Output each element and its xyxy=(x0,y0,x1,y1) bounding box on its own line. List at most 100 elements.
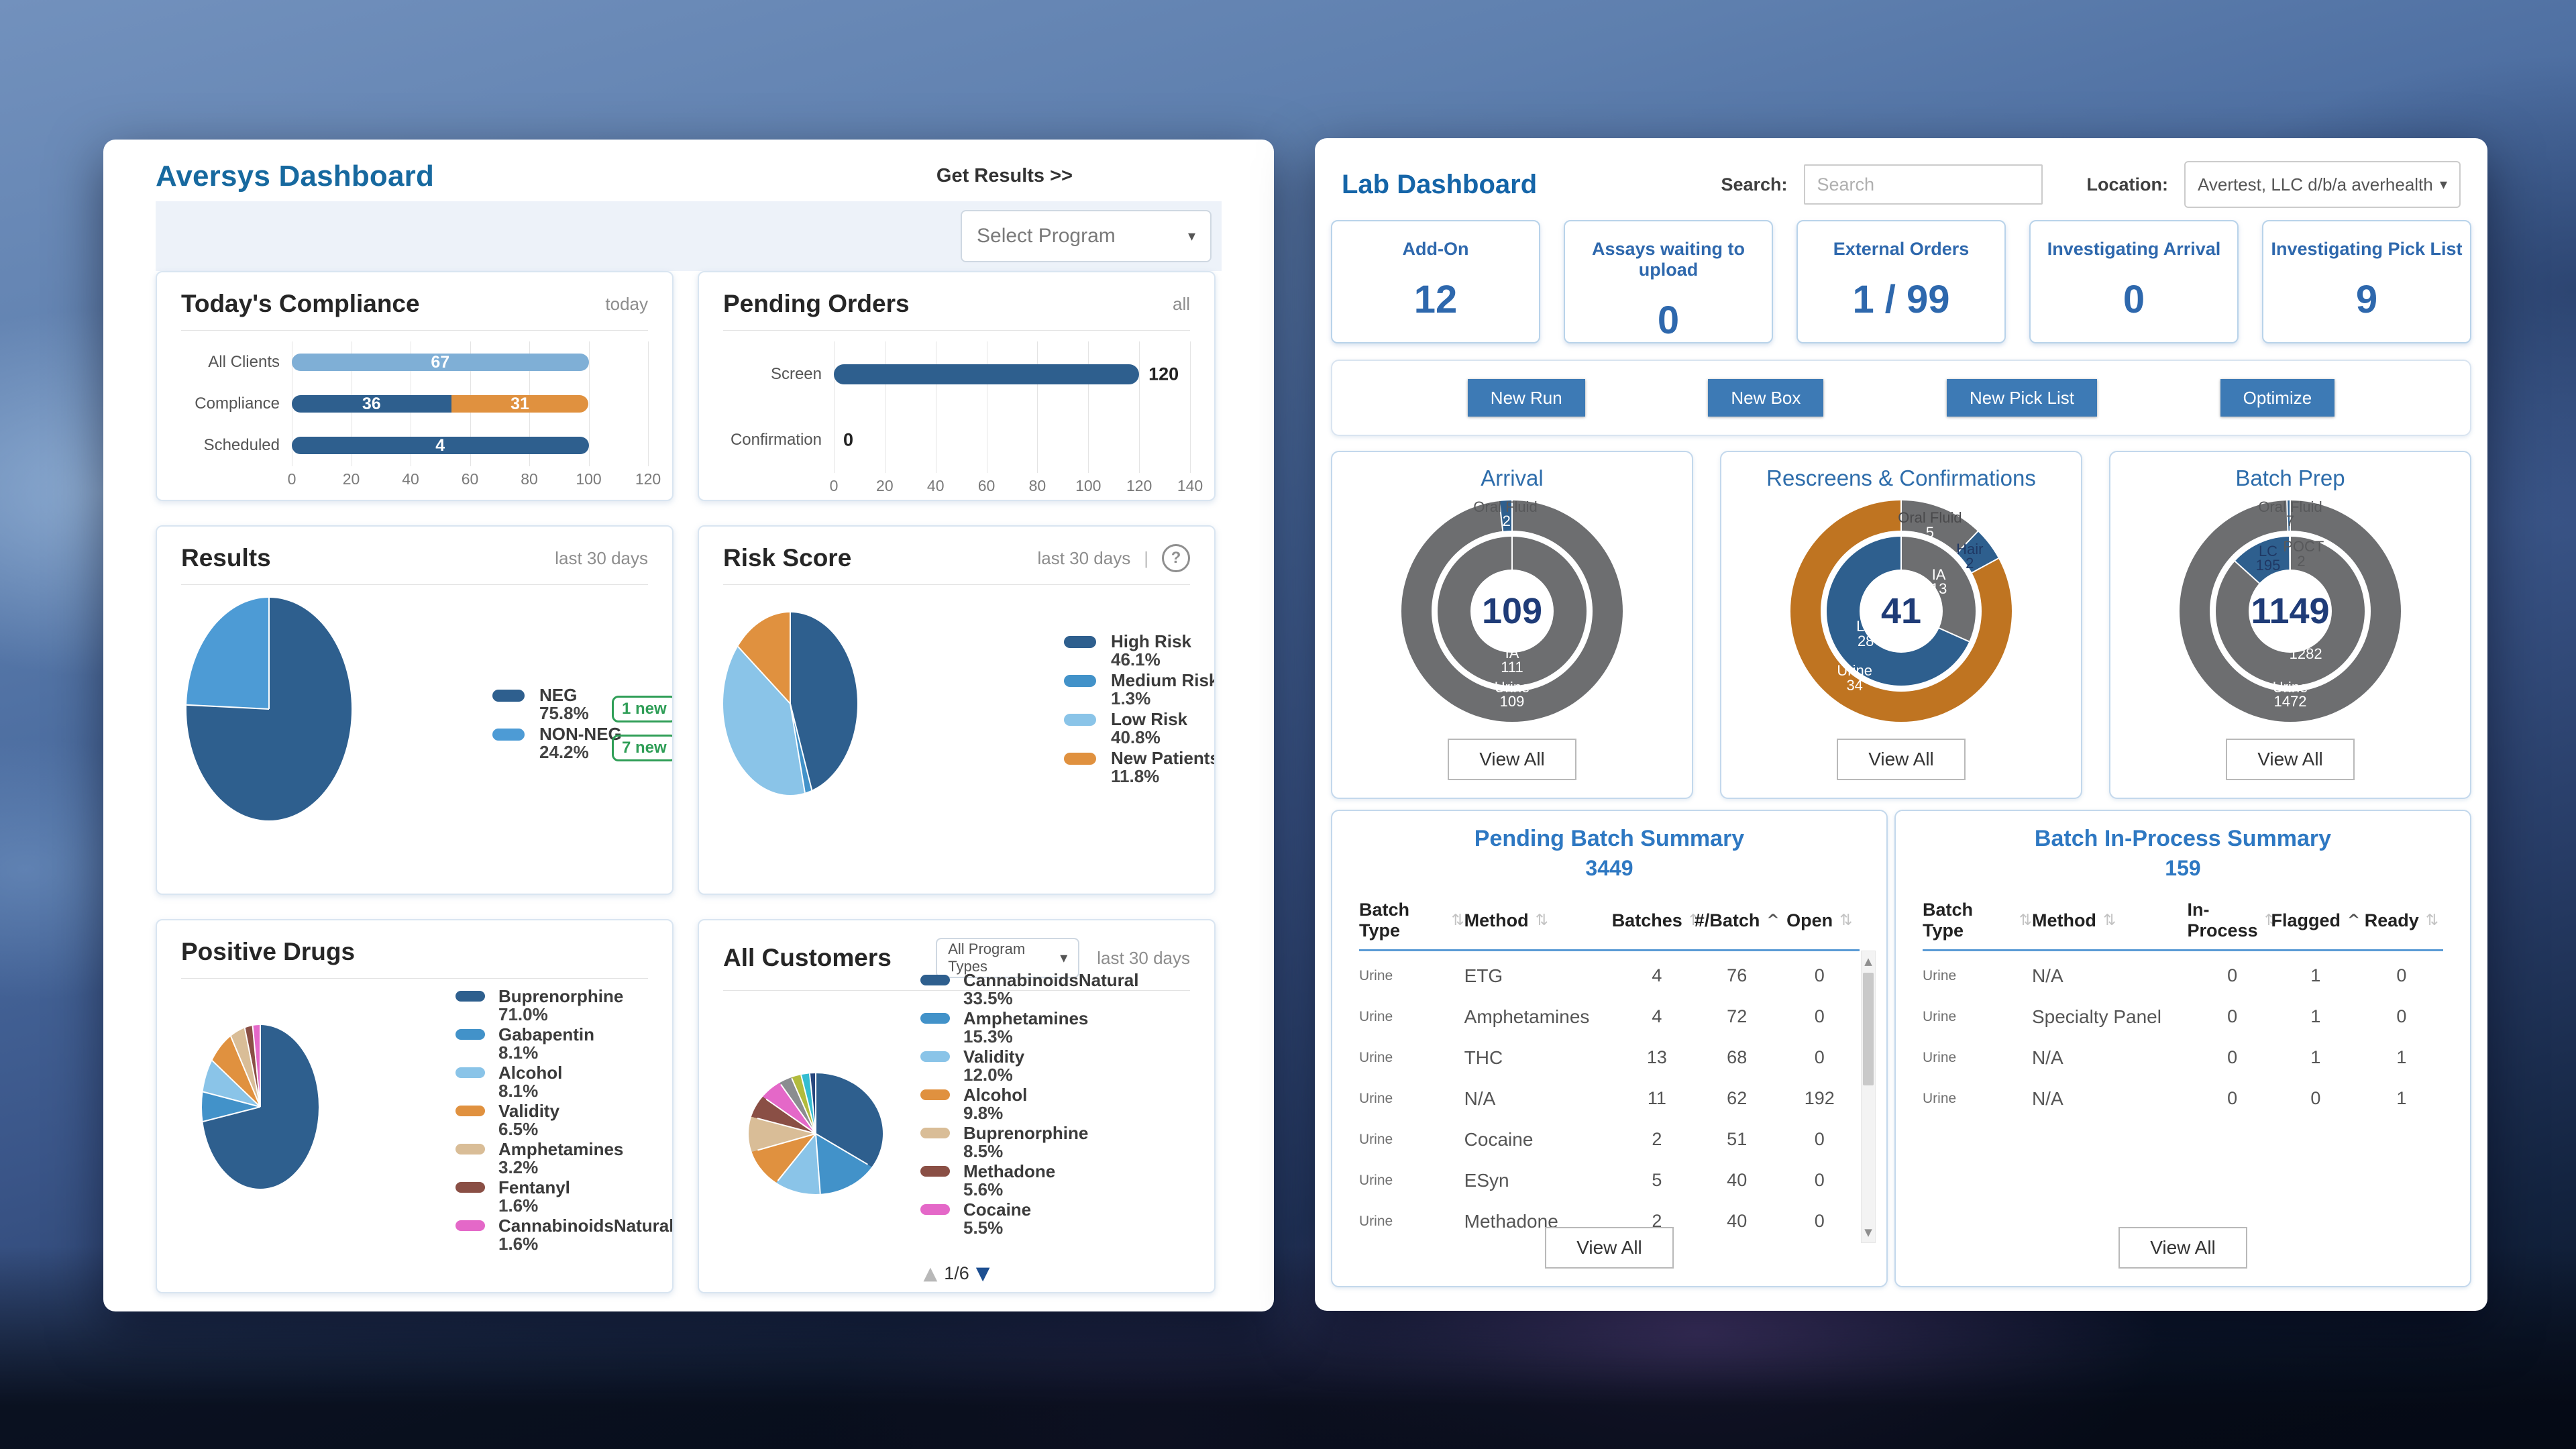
table-cell: N/A xyxy=(2031,965,2063,986)
column-header-batch[interactable]: #/Batch ^ xyxy=(1695,910,1780,931)
legend-label: Alcohol xyxy=(963,1085,1028,1105)
sort-icon: ⇅ xyxy=(1535,912,1548,929)
column-header-batch-type[interactable]: Batch Type ⇅ xyxy=(1359,900,1464,941)
legend-item: Buprenorphine 71.0% xyxy=(455,987,672,1024)
risk-score-card: Risk Score last 30 days | ? High Risk 46.… xyxy=(698,525,1216,895)
table-body: Urine N/A 0 1 0 Urine Specialty Panel 0 1 0 Urine N… xyxy=(1923,955,2443,1244)
table-row[interactable]: Urine Cocaine 2 51 0 xyxy=(1359,1119,1860,1160)
all-customers-legend: CannabinoidsNatural 33.5% Amphetamines 15.3… xyxy=(920,971,1138,1239)
bar-value: 31 xyxy=(511,394,529,413)
results-card: Results last 30 days NEG 75.8% 1 new NON-NE… xyxy=(156,525,674,895)
divider xyxy=(723,584,1190,585)
legend-item: NEG 75.8% 1 new xyxy=(492,686,672,722)
location-select[interactable]: Avertest, LLC d/b/a averhealth ▾ xyxy=(2184,161,2461,208)
legend-swatch xyxy=(920,1166,950,1177)
card-title: Results xyxy=(181,544,271,572)
sort-icon: ⇅ xyxy=(2425,912,2439,929)
legend-percent: 5.6% xyxy=(963,1179,1004,1199)
donut-ring-label: 2 xyxy=(1502,513,1511,530)
stat-card-investigating-arrival[interactable]: Investigating Arrival 0 xyxy=(2029,220,2239,343)
legend-item: Buprenorphine 8.5% xyxy=(920,1124,1138,1161)
view-all-button[interactable]: View All xyxy=(2118,1227,2247,1269)
stat-card-add-on[interactable]: Add-On 12 xyxy=(1331,220,1540,343)
legend-swatch xyxy=(455,1182,485,1193)
new-pick-list-button[interactable]: New Pick List xyxy=(1946,379,2098,417)
sort-asc-icon: ^ xyxy=(2347,912,2361,929)
column-header-open[interactable]: Open ⇅ xyxy=(1780,910,1860,931)
table-cell: 5 xyxy=(1652,1170,1662,1190)
chevron-down-icon: ▾ xyxy=(1060,949,1068,967)
column-header-method[interactable]: Method ⇅ xyxy=(1464,910,1619,931)
table-row[interactable]: Urine Methadone 2 40 0 xyxy=(1359,1201,1860,1242)
arrival-donut-card: Arrival 109 Oral Fluid 2 IA 111 Urine 109 View A… xyxy=(1331,451,1693,799)
legend-label: Methadone xyxy=(963,1161,1056,1181)
batch-in-process-summary-card: Batch In-Process Summary 159 Batch Type ⇅ Me… xyxy=(1894,810,2471,1287)
legend-swatch xyxy=(492,729,525,741)
donut-ring-label: 111 xyxy=(1501,659,1523,676)
pager-position: 1/6 xyxy=(944,1263,969,1283)
search-input[interactable] xyxy=(1803,164,2043,205)
column-header-batch-type[interactable]: Batch Type ⇅ xyxy=(1923,900,2032,941)
stat-card-assays-waiting-to-upload[interactable]: Assays waiting to upload 0 xyxy=(1564,220,1773,343)
legend-swatch xyxy=(920,975,950,985)
column-header-label: Batches xyxy=(1611,910,1682,930)
stat-card-label: External Orders xyxy=(1833,239,1970,259)
table-row[interactable]: Urine THC 13 68 0 xyxy=(1359,1037,1860,1078)
table-body: Urine ETG 4 76 0 Urine Amphetamines 4 72 0 Urine TH… xyxy=(1359,955,1860,1244)
table-cell: Urine xyxy=(1359,1049,1393,1065)
help-icon[interactable]: ? xyxy=(1162,544,1190,572)
new-box-button[interactable]: New Box xyxy=(1708,379,1824,417)
legend-swatch xyxy=(1064,675,1096,687)
table-cell: Urine xyxy=(1359,1172,1393,1188)
column-header-flagged[interactable]: Flagged ^ xyxy=(2271,910,2360,931)
legend-percent: 9.8% xyxy=(963,1103,1004,1123)
legend-percent: 15.3% xyxy=(963,1026,1013,1046)
pager-down-icon[interactable]: ▼ xyxy=(975,1263,990,1284)
program-types-select[interactable]: All Program Types ▾ xyxy=(936,938,1080,978)
table-row[interactable]: Urine Specialty Panel 0 1 0 xyxy=(1923,996,2443,1037)
view-all-button[interactable]: View All xyxy=(1837,739,1966,780)
chevron-down-icon: ▾ xyxy=(2439,176,2447,193)
column-header-in-process[interactable]: In-Process ⇅ xyxy=(2188,900,2277,941)
table-row[interactable]: Urine ESyn 5 40 0 xyxy=(1359,1160,1860,1201)
sort-icon: ⇅ xyxy=(1688,912,1703,929)
axis-tick: 40 xyxy=(402,470,419,488)
table-total-count: 3449 xyxy=(1585,856,1633,880)
new-run-button[interactable]: New Run xyxy=(1467,379,1585,417)
card-period: last 30 days xyxy=(1037,547,1131,568)
sort-icon: ⇅ xyxy=(2264,912,2277,929)
view-all-button[interactable]: View All xyxy=(1448,739,1576,780)
view-all-button[interactable]: View All xyxy=(1545,1227,1674,1269)
column-header-ready[interactable]: Ready ⇅ xyxy=(2360,910,2443,931)
table-cell: Urine xyxy=(1923,1008,1957,1024)
donut-ring-label: LC xyxy=(1856,618,1876,635)
scrollbar-thumb[interactable] xyxy=(1863,973,1874,1085)
stat-card-external-orders[interactable]: External Orders 1 / 99 xyxy=(1796,220,2006,343)
table-row[interactable]: Urine N/A 0 1 0 xyxy=(1923,955,2443,996)
pager-up-icon[interactable]: ▲ xyxy=(923,1263,938,1284)
optimize-button[interactable]: Optimize xyxy=(2220,379,2335,417)
table-scrollbar[interactable]: ▲ ▼ xyxy=(1861,951,1876,1243)
column-header-method[interactable]: Method ⇅ xyxy=(2032,910,2194,931)
column-header-batches[interactable]: Batches ⇅ xyxy=(1612,910,1702,931)
scroll-up-icon[interactable]: ▲ xyxy=(1864,955,1872,967)
legend-label: Alcohol xyxy=(498,1063,563,1083)
legend-item: NON-NEG 24.2% 7 new xyxy=(492,725,672,761)
donut-ring-label: 2 xyxy=(2297,552,2306,570)
table-row[interactable]: Urine N/A 11 62 192 xyxy=(1359,1078,1860,1119)
get-results-link[interactable]: Get Results >> xyxy=(936,165,1073,186)
view-all-button[interactable]: View All xyxy=(2226,739,2355,780)
scroll-down-icon[interactable]: ▼ xyxy=(1864,1226,1872,1238)
table-row[interactable]: Urine N/A 0 0 1 xyxy=(1923,1078,2443,1119)
gridline xyxy=(648,341,649,466)
stat-card-value: 0 xyxy=(2123,278,2145,321)
donut-title: Batch Prep xyxy=(2235,466,2345,490)
table-row[interactable]: Urine N/A 0 1 1 xyxy=(1923,1037,2443,1078)
table-row[interactable]: Urine ETG 4 76 0 xyxy=(1359,955,1860,996)
program-select[interactable]: Select Program ▾ xyxy=(961,210,1212,262)
bar-category-label: Scheduled xyxy=(203,436,280,454)
column-header-label: Flagged xyxy=(2271,910,2341,930)
table-row[interactable]: Urine Amphetamines 4 72 0 xyxy=(1359,996,1860,1037)
table-cell: Urine xyxy=(1359,1131,1393,1147)
stat-card-investigating-pick-list[interactable]: Investigating Pick List 9 xyxy=(2262,220,2471,343)
